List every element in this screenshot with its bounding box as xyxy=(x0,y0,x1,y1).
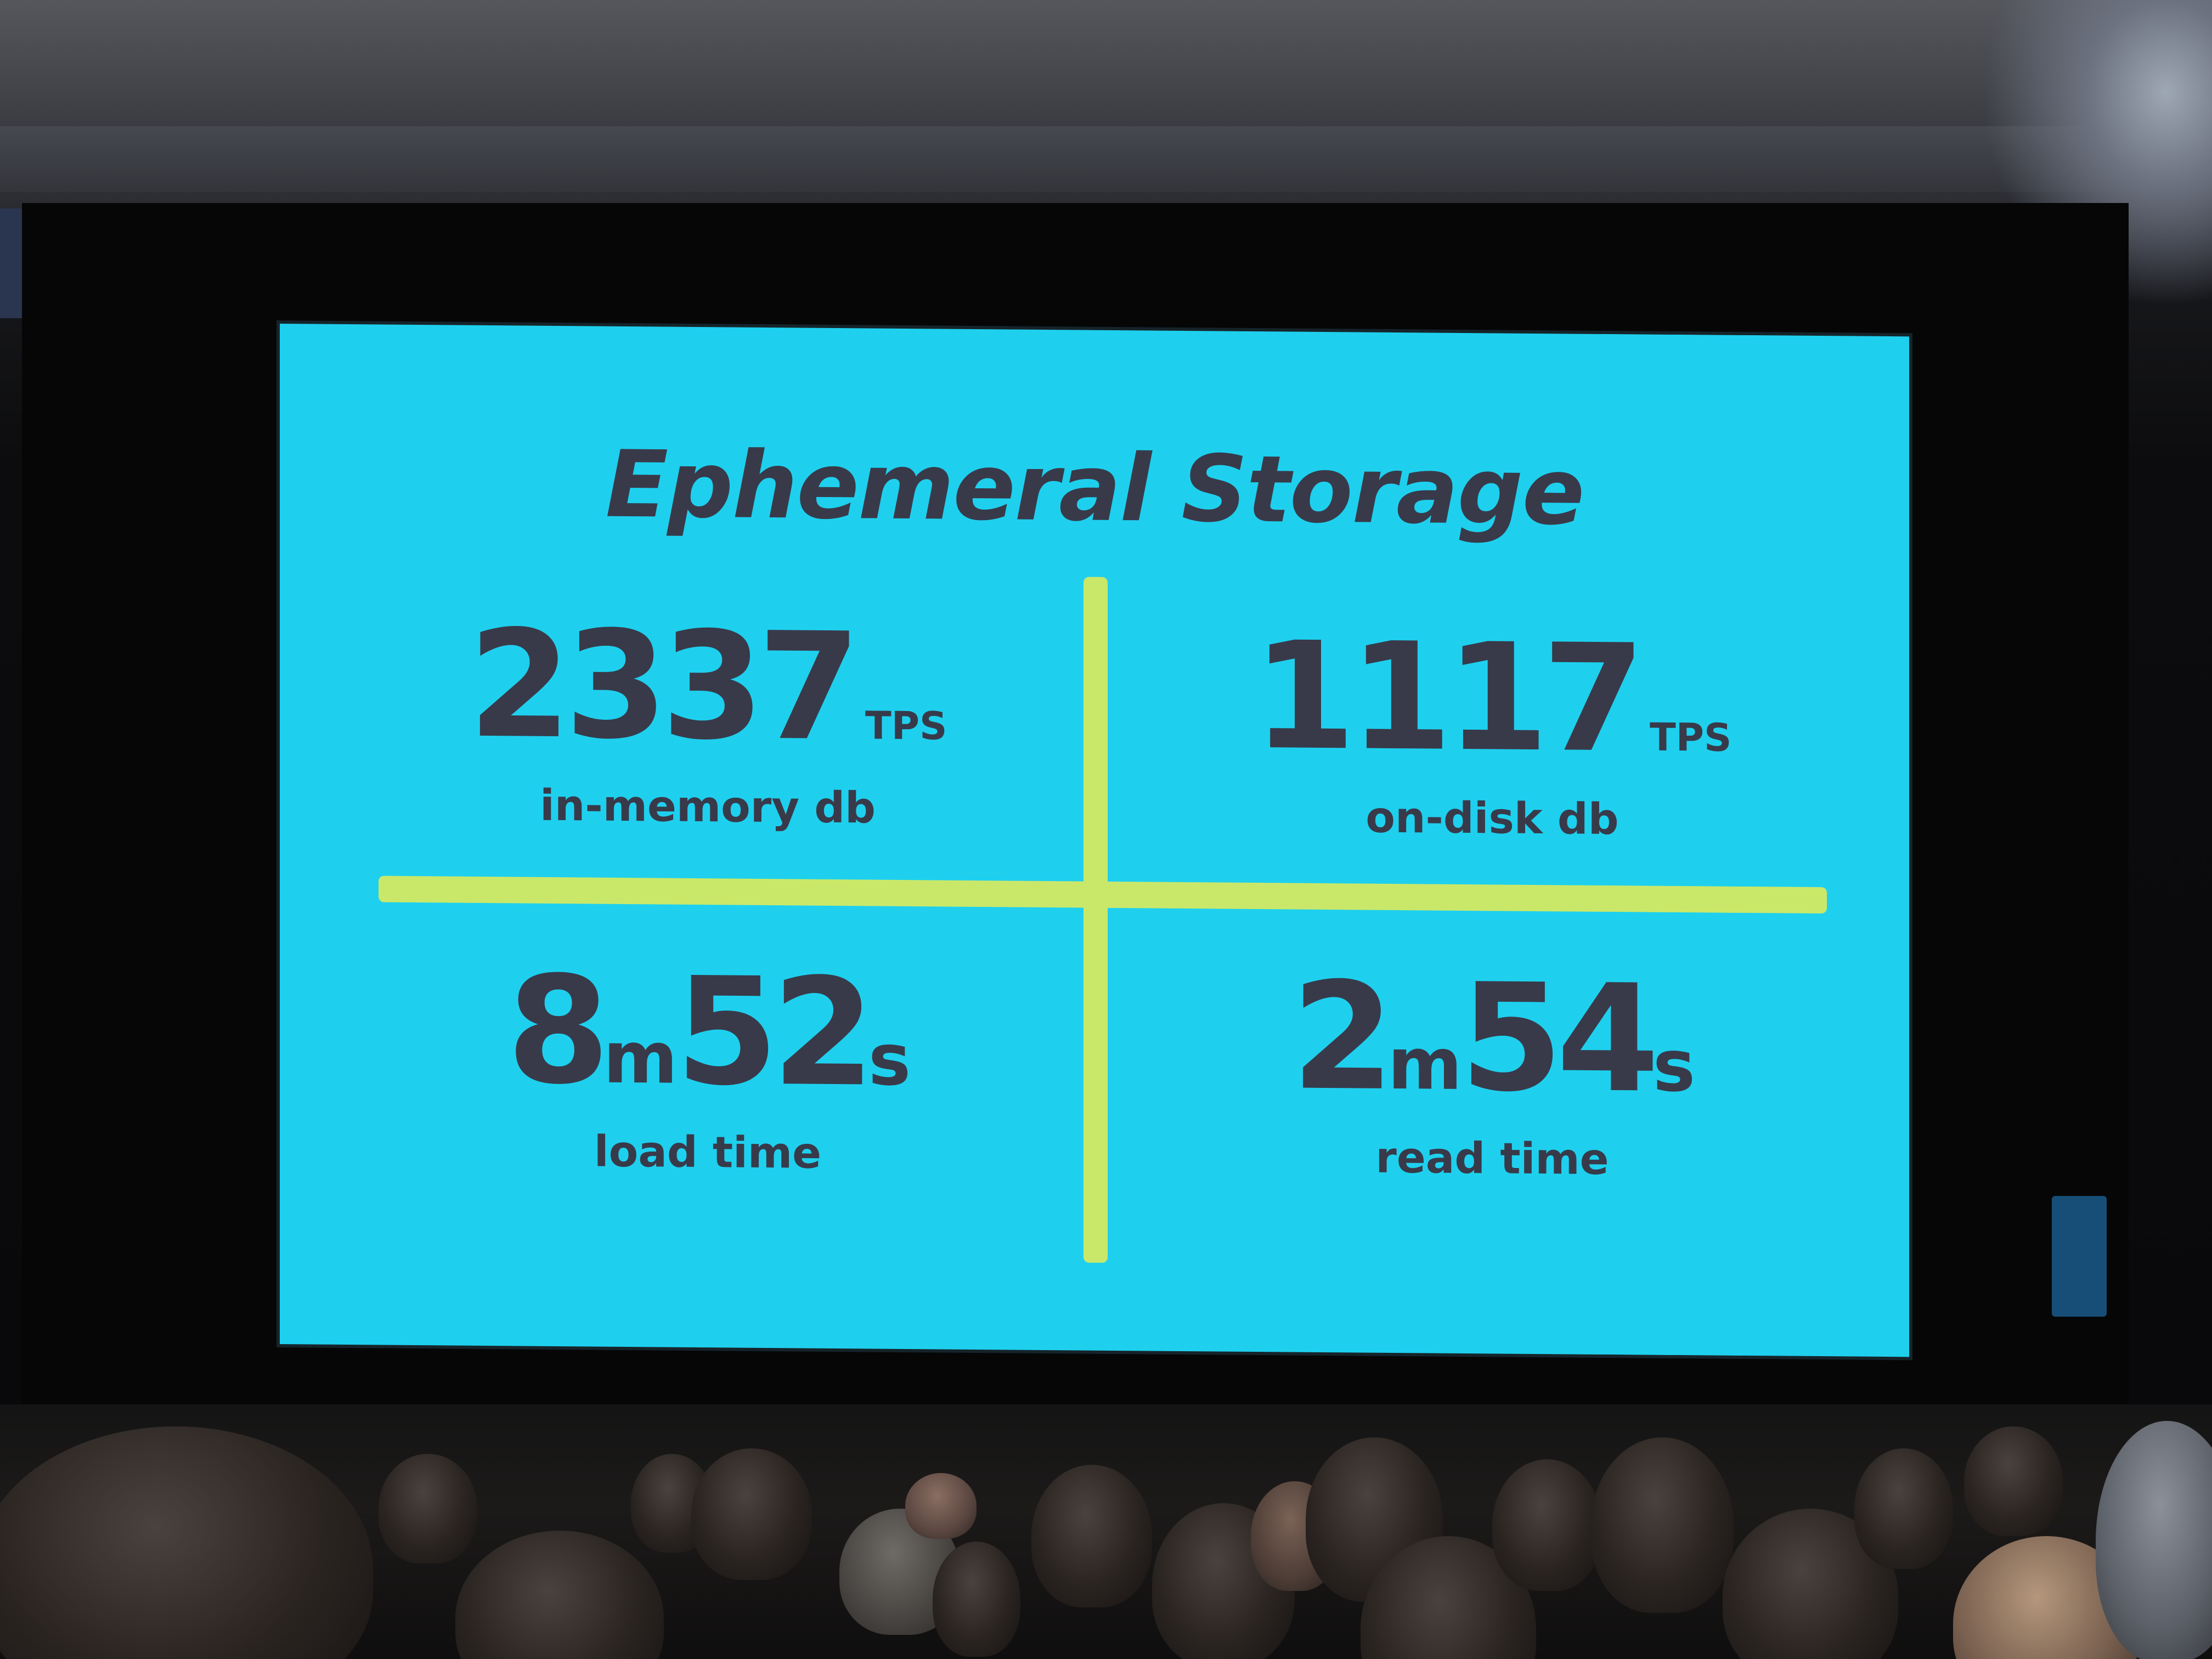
audience-head xyxy=(933,1542,1020,1657)
metric-load-time: 8m52s load time xyxy=(351,944,1064,1180)
audience-head xyxy=(1492,1459,1602,1591)
metric-value: 1117 xyxy=(1252,609,1639,786)
audience-head xyxy=(1964,1426,2063,1536)
vertical-divider xyxy=(1084,577,1108,1263)
metric-unit: TPS xyxy=(865,703,947,749)
audience-head xyxy=(1854,1448,1953,1569)
audience-head xyxy=(379,1454,477,1564)
metric-minutes: 2 xyxy=(1291,950,1388,1124)
metric-caption: read time xyxy=(1375,1133,1609,1185)
metric-value: 2337 xyxy=(468,597,854,774)
audience-head xyxy=(1591,1437,1734,1613)
ceiling-beam xyxy=(0,126,2212,192)
metric-caption: on-disk db xyxy=(1365,793,1619,845)
projected-slide: Ephemeral Storage 2337 TPS in-memory db 1… xyxy=(280,324,1909,1357)
metric-seconds: 52 xyxy=(675,945,868,1120)
audience-head xyxy=(455,1531,664,1659)
metric-value-line: 2m54s xyxy=(1136,950,1849,1125)
audience-head xyxy=(905,1473,977,1539)
metric-caption: load time xyxy=(594,1127,822,1178)
metric-in-memory: 2337 TPS in-memory db xyxy=(351,598,1064,834)
audience-head xyxy=(1031,1465,1152,1607)
metric-seconds: 54 xyxy=(1460,951,1653,1126)
metric-unit: TPS xyxy=(1650,714,1732,760)
metric-value-line: 8m52s xyxy=(351,944,1064,1119)
metric-caption: in-memory db xyxy=(540,781,876,833)
slide-title: Ephemeral Storage xyxy=(605,430,1584,546)
metric-minutes-unit: m xyxy=(1387,1022,1460,1106)
metric-seconds-unit: s xyxy=(868,1018,909,1102)
audience xyxy=(0,1404,2212,1659)
metric-read-time: 2m54s read time xyxy=(1136,950,1849,1186)
metric-minutes-unit: m xyxy=(603,1015,676,1100)
metric-seconds-unit: s xyxy=(1652,1024,1694,1108)
metric-value-line: 2337 TPS xyxy=(351,598,1064,774)
audience-head xyxy=(691,1448,812,1580)
wall-edge xyxy=(0,208,22,318)
audience-head xyxy=(0,1426,373,1659)
metric-minutes: 8 xyxy=(506,944,603,1118)
metric-value-line: 1117 TPS xyxy=(1136,610,1849,786)
metric-on-disk: 1117 TPS on-disk db xyxy=(1136,610,1849,846)
audience-head xyxy=(2096,1421,2212,1659)
side-sign xyxy=(2052,1196,2107,1317)
